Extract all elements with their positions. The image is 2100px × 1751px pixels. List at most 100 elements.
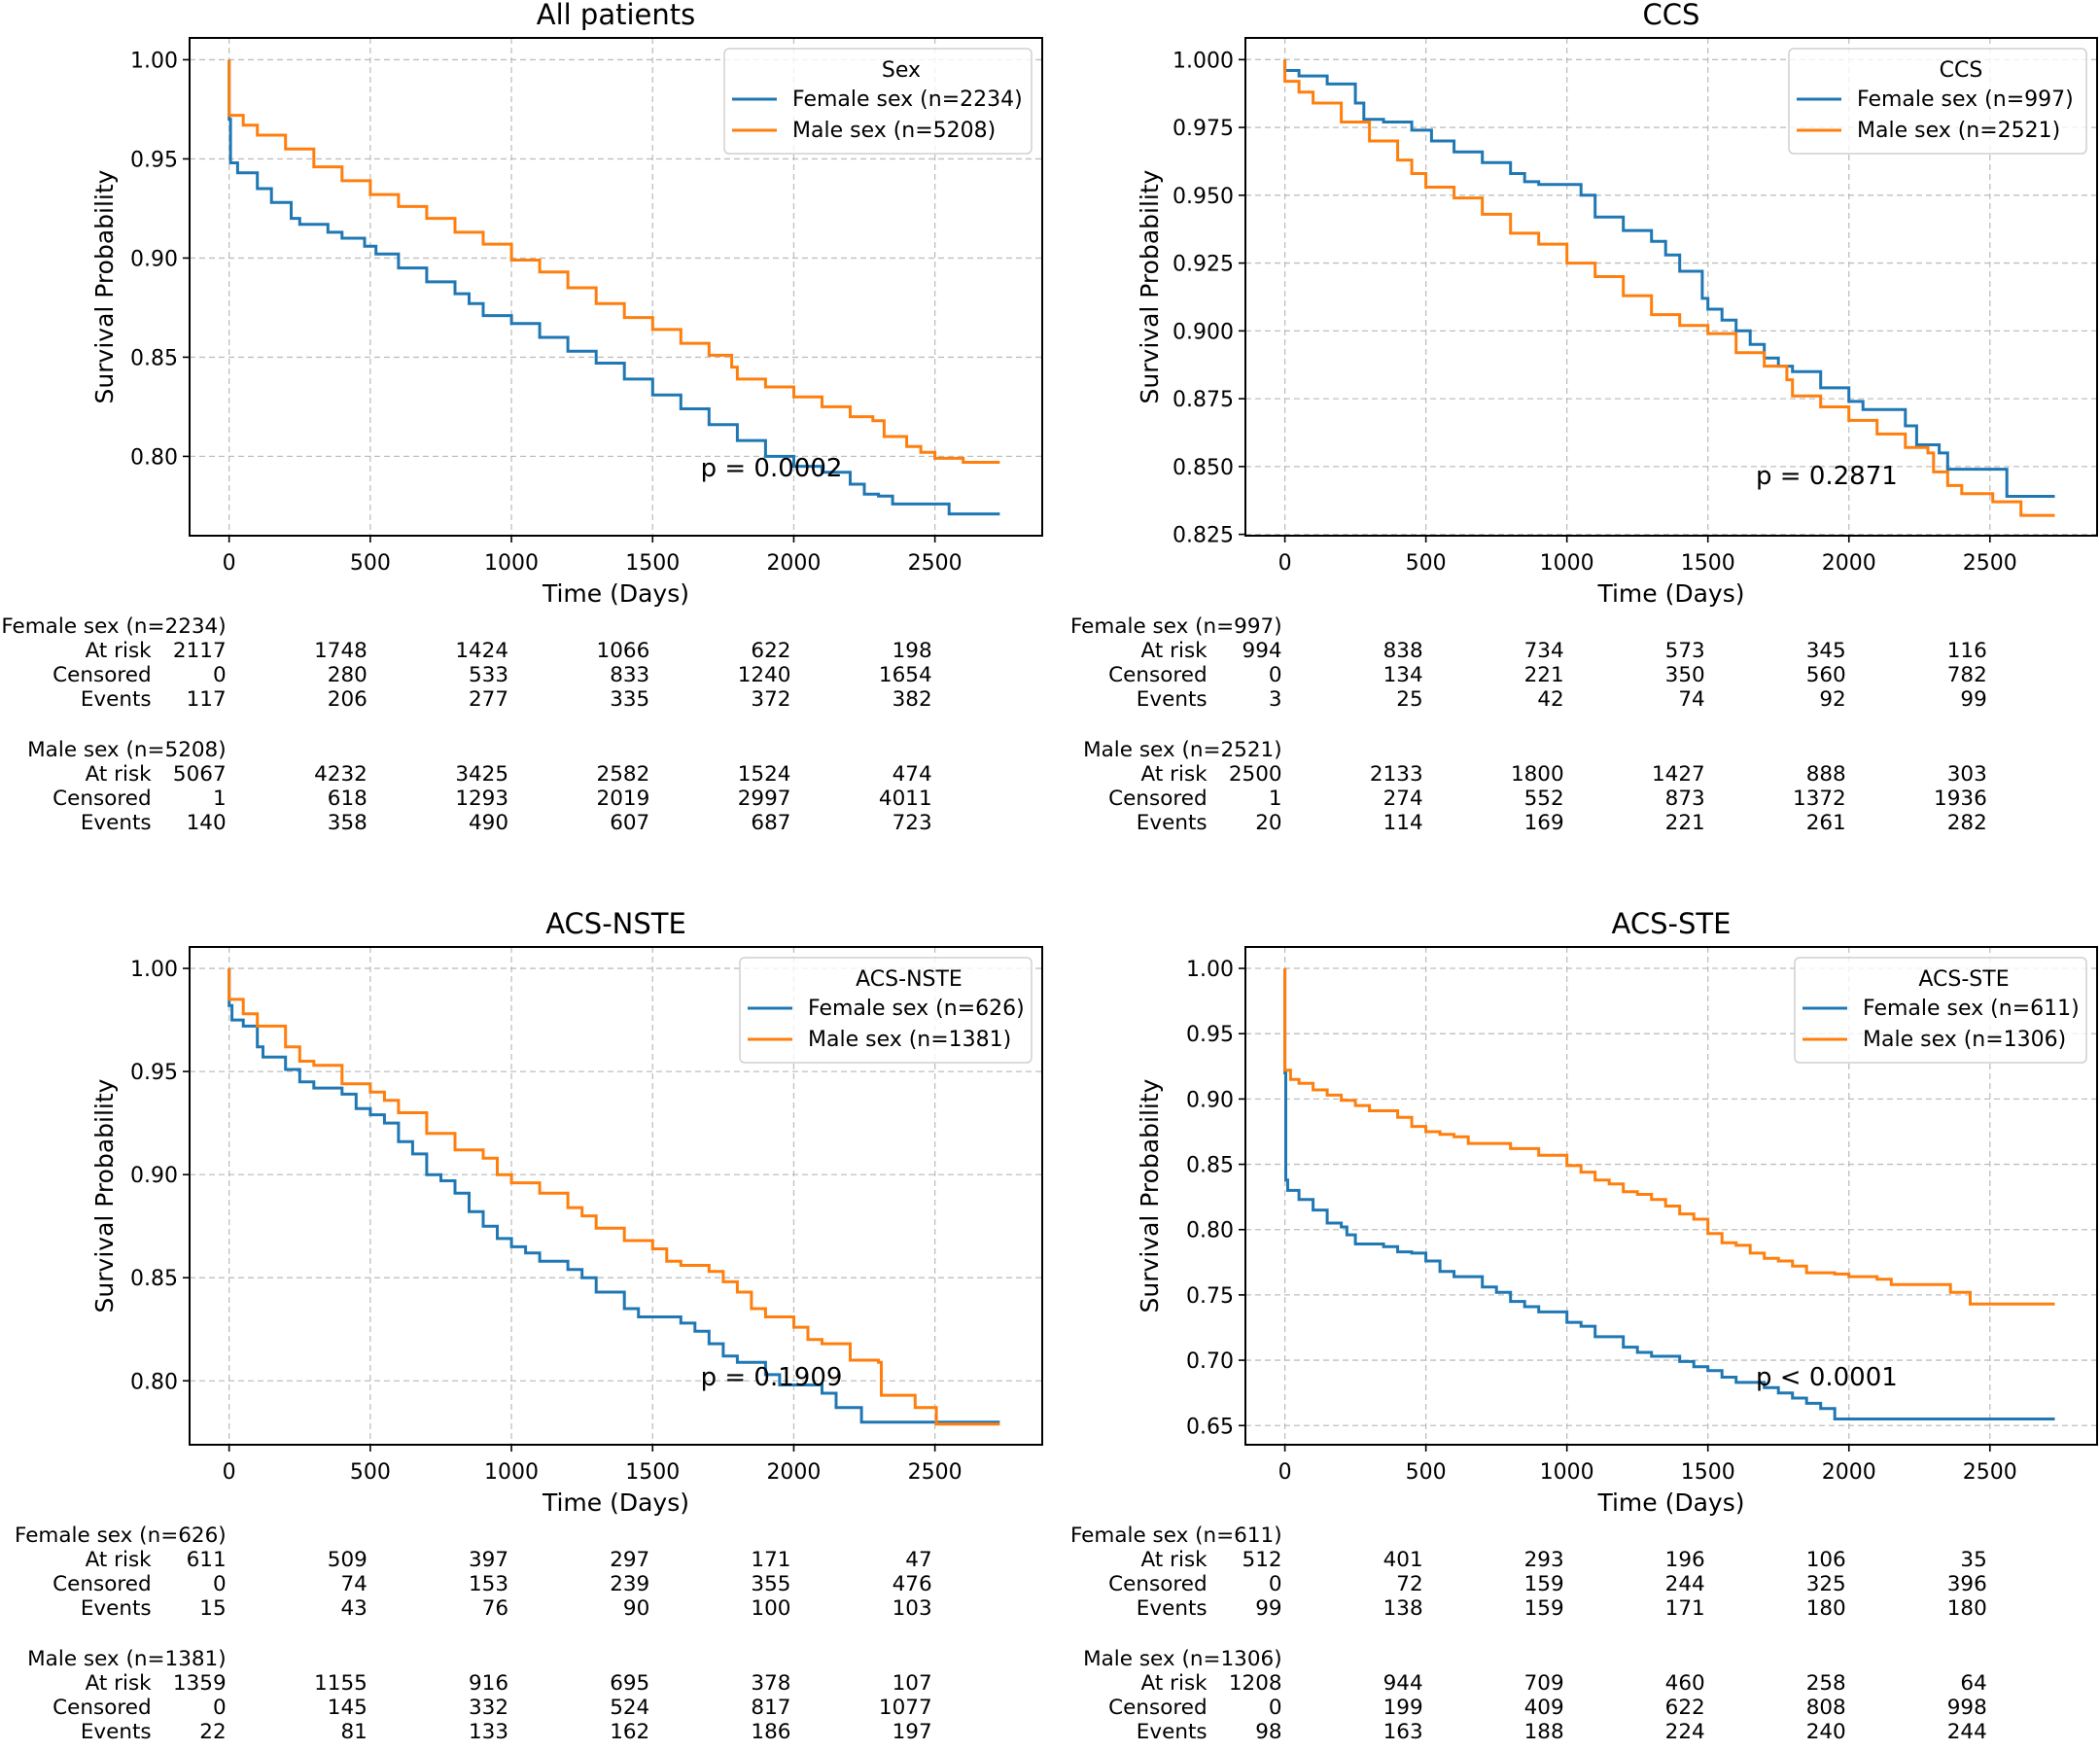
risk-table-cell: 22 [199,1720,226,1744]
risk-table-cell: 221 [1524,663,1564,687]
x-tick-label: 500 [350,1460,391,1485]
risk-table-cell: 838 [1383,639,1423,663]
x-tick-label: 0 [223,551,236,576]
risk-table-group-header: Male sex (n=1381) [27,1647,227,1671]
risk-table-cell: 106 [1806,1548,1846,1572]
legend: CCS Female sex (n=997) Male sex (n=2521) [1788,48,2087,155]
risk-table-cell: 159 [1524,1572,1564,1596]
risk-table-cell: 134 [1383,663,1423,687]
risk-table-cell: 734 [1524,639,1564,663]
risk-table-cell: 817 [751,1696,790,1720]
risk-table-cell: 944 [1383,1671,1423,1696]
x-axis-label: Time (Days) [542,1488,689,1517]
legend-label-male: Male sex (n=5208) [792,119,996,143]
risk-table-cell: 2133 [1370,762,1423,787]
risk-table-cell: 0 [213,663,227,687]
y-tick-label: 0.95 [1186,1023,1234,1047]
risk-table-cell: 103 [892,1596,932,1621]
risk-table-row-label: Censored [52,1572,151,1596]
risk-table-row-label: At risk [86,762,153,787]
risk-table-cell: 64 [1960,1671,1986,1696]
x-tick-label: 1000 [1540,551,1594,576]
risk-table-cell: 2019 [597,787,650,811]
survival-curve-female [228,968,1000,1424]
y-tick-label: 1.00 [130,958,178,982]
risk-table-cell: 261 [1806,811,1846,835]
legend-title: CCS [1940,58,1983,83]
risk-table-cell: 74 [1678,687,1704,712]
risk-table-cell: 695 [610,1671,649,1696]
p-value-annotation: p = 0.2871 [1756,462,1898,491]
risk-table-cell: 2582 [597,762,650,787]
risk-table-group-header: Female sex (n=611) [1070,1523,1282,1548]
risk-table-cell: 998 [1947,1696,1987,1720]
risk-table-cell: 221 [1665,811,1705,835]
x-tick-label: 2000 [1822,1460,1876,1485]
p-value-annotation: p = 0.0002 [701,454,843,483]
risk-table-cell: 133 [469,1720,508,1744]
risk-table-cell: 607 [610,811,649,835]
risk-table-cell: 3 [1269,687,1282,712]
risk-table-cell: 240 [1806,1720,1846,1744]
risk-table-row-label: Events [1137,1596,1208,1621]
risk-table-group-header: Male sex (n=1306) [1083,1647,1282,1671]
risk-table-cell: 98 [1255,1720,1281,1744]
risk-table-cell: 100 [751,1596,790,1621]
y-tick-label: 0.90 [130,1164,178,1188]
risk-table-cell: 382 [892,687,932,712]
x-tick-label: 0 [1278,551,1292,576]
risk-table-cell: 116 [1947,639,1987,663]
km-panel-ccs: CCS 0 500 1000 1500 2000 2500 0.825 0.850 0.875 0.… [1070,0,2098,835]
y-tick-label: 0.95 [130,1061,178,1085]
legend-label-female: Female sex (n=626) [808,997,1025,1021]
risk-table-cell: 274 [1383,787,1423,811]
x-tick-label: 1500 [625,1460,680,1485]
risk-table-cell: 145 [328,1696,368,1720]
risk-table-cell: 72 [1396,1572,1422,1596]
risk-table-cell: 994 [1242,639,1282,663]
risk-table-row-label: Events [81,687,152,712]
risk-table-cell: 99 [1255,1596,1281,1621]
y-tick-label: 0.65 [1186,1415,1234,1439]
y-tick-label: 0.85 [1186,1154,1234,1178]
x-tick-label: 1500 [1681,1460,1735,1485]
y-axis-label: Survival Probability [1136,1078,1164,1313]
y-tick-label: 1.00 [130,49,178,73]
risk-table-cell: 99 [1960,687,1986,712]
y-tick-label: 0.975 [1172,117,1234,141]
chart-title: ACS-NSTE [545,907,686,940]
risk-table-cell: 1800 [1511,762,1564,787]
risk-table-cell: 42 [1537,687,1563,712]
legend: ACS-NSTE Female sex (n=626) Male sex (n=13… [739,957,1032,1064]
y-axis-label: Survival Probability [90,169,119,403]
legend-box [739,957,1032,1064]
legend-box [1788,48,2087,155]
risk-table-cell: 153 [469,1572,508,1596]
risk-table-cell: 1427 [1652,762,1705,787]
x-tick-label: 500 [1406,551,1447,576]
x-axis-label: Time (Days) [1596,1488,1744,1517]
risk-table-cell: 159 [1524,1596,1564,1621]
risk-table-cell: 533 [469,663,508,687]
risk-table-cell: 1524 [738,762,791,787]
risk-table-cell: 15 [199,1596,226,1621]
risk-table-row-label: Censored [52,663,151,687]
risk-table-cell: 1359 [173,1671,227,1696]
x-tick-label: 1500 [1681,551,1735,576]
risk-table-cell: 0 [1269,1572,1282,1596]
legend-label-male: Male sex (n=1381) [808,1028,1011,1052]
legend-title: Sex [882,58,921,83]
risk-table: Female sex (n=997)At risk 994 838 734 573 345… [1070,614,1987,835]
risk-table-cell: 92 [1819,687,1845,712]
risk-table-cell: 350 [1665,663,1705,687]
risk-table-cell: 1424 [455,639,508,663]
risk-table-row-label: Events [1137,1720,1208,1744]
risk-table-cell: 1936 [1934,787,1987,811]
x-tick-label: 2500 [1963,551,2017,576]
legend-label-male: Male sex (n=2521) [1857,119,2060,143]
risk-table-row-label: At risk [1141,762,1208,787]
risk-table-cell: 107 [892,1671,932,1696]
risk-table-cell: 0 [1269,663,1282,687]
risk-table-cell: 622 [1665,1696,1705,1720]
